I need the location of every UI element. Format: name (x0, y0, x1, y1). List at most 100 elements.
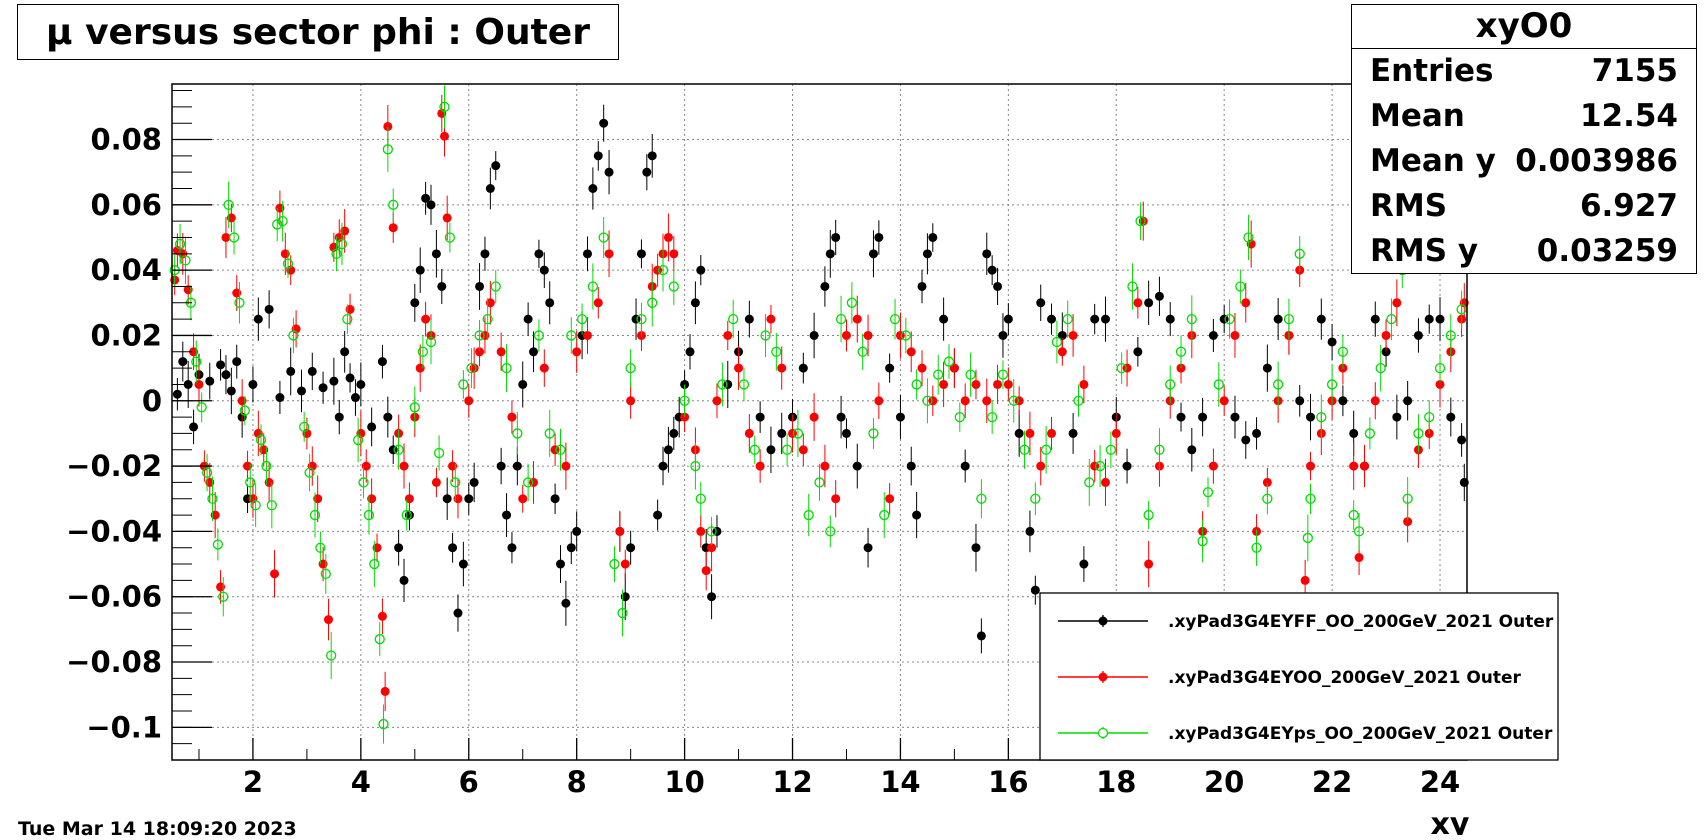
data-point (518, 494, 528, 504)
data-point (895, 412, 905, 422)
data-point (539, 265, 549, 275)
data-point (1014, 428, 1024, 438)
data-point (971, 543, 981, 553)
data-point (1030, 493, 1041, 504)
stats-label: Mean (1370, 98, 1465, 134)
data-point (831, 494, 841, 504)
data-point (1348, 509, 1359, 521)
data-point (982, 249, 992, 259)
data-point (320, 568, 331, 580)
data-point (695, 493, 706, 504)
data-point (1036, 298, 1046, 308)
data-point (1235, 281, 1246, 292)
data-point (723, 330, 733, 340)
data-point (1030, 585, 1040, 595)
data-point (1014, 396, 1024, 406)
data-point (358, 477, 369, 488)
data-point (798, 363, 808, 373)
stats-row: Mean y 0.003986 (1352, 139, 1696, 184)
stats-value: 12.54 (1579, 98, 1678, 134)
data-point (696, 526, 706, 536)
data-point (960, 396, 970, 406)
data-point (599, 118, 609, 128)
data-point (409, 402, 420, 413)
data-point (857, 346, 868, 357)
data-point (464, 494, 474, 504)
data-point (1003, 379, 1013, 389)
data-point (728, 313, 739, 325)
data-point (212, 539, 224, 550)
data-point (399, 575, 409, 585)
data-point (626, 396, 636, 406)
data-point (1364, 428, 1376, 439)
data-point (572, 347, 582, 357)
data-point (437, 281, 447, 291)
data-point (221, 232, 231, 242)
data-point (1003, 314, 1013, 324)
data-point (971, 379, 981, 389)
data-point (1445, 330, 1456, 341)
data-point (566, 330, 577, 341)
data-point (439, 101, 450, 113)
data-point (917, 281, 927, 291)
data-point (561, 461, 571, 471)
x-tick-label: 6 (459, 765, 479, 799)
data-point (976, 493, 987, 504)
data-point (803, 509, 814, 521)
x-tick-label: 18 (1096, 765, 1136, 799)
y-tick-label: −0.04 (66, 514, 162, 548)
data-point (556, 559, 565, 569)
data-point (1272, 379, 1284, 390)
stats-row: Entries 7155 (1352, 49, 1696, 94)
legend-swatch-marker (1098, 616, 1108, 626)
data-point (1241, 298, 1251, 308)
data-point (912, 510, 922, 520)
data-point (685, 347, 695, 357)
data-point (749, 444, 760, 455)
data-point (863, 543, 873, 553)
data-point (1062, 313, 1073, 325)
data-point (234, 297, 245, 308)
data-point (453, 608, 463, 618)
data-point (286, 366, 296, 376)
data-point (388, 199, 399, 210)
data-point (588, 184, 598, 194)
data-point (1349, 461, 1359, 471)
data-point (943, 356, 955, 367)
data-point (1047, 314, 1057, 324)
data-point (534, 249, 544, 259)
data-point (250, 500, 261, 511)
data-point (1040, 444, 1052, 455)
data-point (771, 346, 782, 357)
data-point (442, 213, 452, 223)
data-point (550, 445, 560, 455)
data-point (653, 510, 663, 520)
data-point (997, 369, 1009, 380)
data-point (1403, 396, 1413, 406)
data-point (1202, 487, 1214, 498)
data-point (1100, 314, 1110, 324)
data-point (401, 509, 412, 521)
data-point (734, 363, 744, 373)
data-point (1219, 396, 1229, 406)
data-point (331, 248, 342, 259)
data-point (174, 238, 186, 250)
stats-row: Mean 12.54 (1352, 94, 1696, 139)
data-point (304, 467, 315, 478)
data-point (1068, 330, 1078, 340)
data-point (744, 314, 754, 324)
data-point (798, 445, 808, 455)
data-point (911, 379, 922, 390)
data-point (1435, 314, 1445, 324)
data-point (329, 376, 339, 386)
stats-row: RMS 6.927 (1352, 184, 1696, 229)
data-point (636, 249, 646, 259)
data-point (388, 223, 398, 233)
data-point (625, 362, 636, 374)
data-point (593, 151, 603, 161)
data-point (582, 249, 592, 259)
data-point (226, 386, 236, 396)
data-point (766, 314, 776, 324)
stats-rows: Entries 7155 Mean 12.54 Mean y 0.003986 RMS 6.9… (1352, 49, 1696, 274)
data-point (939, 379, 949, 389)
